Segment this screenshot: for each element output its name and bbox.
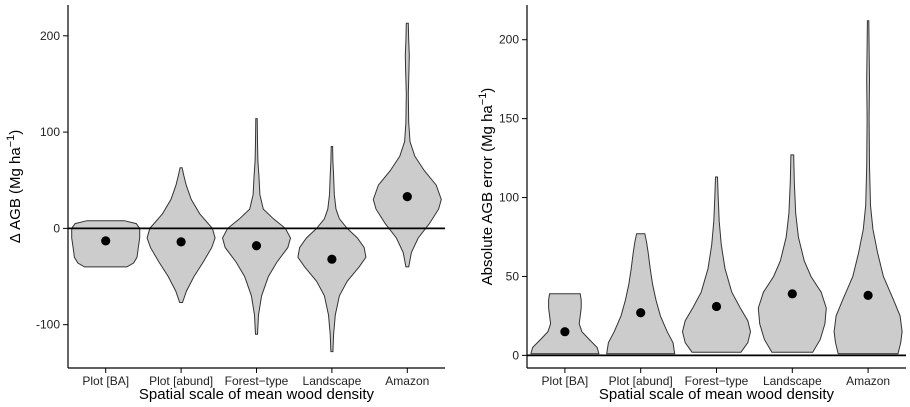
mean-point-0-2 [251,241,262,251]
x-tick-label-0-0: Plot [BA] [82,374,129,388]
mean-point-0-0 [101,236,111,246]
mean-point-1-1 [636,308,646,318]
mean-point-1-4 [863,290,873,300]
x-axis-title-0: Spatial scale of mean wood density [139,386,375,403]
x-tick-label-1-0: Plot [BA] [542,374,589,388]
mean-point-0-1 [176,237,186,247]
y-axis-title-0: Δ AGB (Mg ha−1) [5,130,24,243]
y-tick-label-1-4: 200 [499,33,519,47]
violin-0-3 [297,146,367,353]
mean-point-1-2 [711,301,722,312]
x-tick-label-0-1: Plot [abund] [149,374,213,388]
x-tick-label-1-4: Amazon [846,374,890,388]
y-tick-label-1-1: 50 [506,269,520,283]
x-tick-label-1-2: Forest−type [685,374,749,388]
mean-point-1-3 [787,289,797,299]
x-axis-title-1: Spatial scale of mean wood density [599,386,835,403]
x-tick-label-1-1: Plot [abund] [609,374,673,388]
mean-point-0-4 [402,192,412,202]
violin-0-2 [221,118,292,335]
x-tick-label-0-2: Forest−type [225,374,289,388]
y-tick-label-1-2: 100 [499,191,519,205]
violin-0-1 [146,167,216,303]
violin-0-4 [372,22,442,268]
violin-1-1 [606,233,676,355]
y-tick-label-0-3: 200 [40,29,60,43]
y-axis-title-1: Absolute AGB error (Mg ha−1) [477,88,496,286]
violin-1-4 [833,20,903,355]
y-tick-label-0-1: 0 [53,221,60,235]
violin-1-3 [757,154,827,353]
mean-point-1-0 [560,327,570,337]
x-tick-label-0-3: Landscape [303,374,362,388]
violin-1-0 [530,293,600,355]
violin-1-2 [681,176,752,353]
y-tick-label-0-0: -100 [36,318,60,332]
mean-point-0-3 [327,254,337,264]
x-tick-label-0-4: Amazon [385,374,429,388]
y-tick-label-0-2: 100 [40,125,60,139]
x-tick-label-1-3: Landscape [763,374,822,388]
y-tick-label-1-0: 0 [512,348,519,362]
y-tick-label-1-3: 150 [499,112,519,126]
